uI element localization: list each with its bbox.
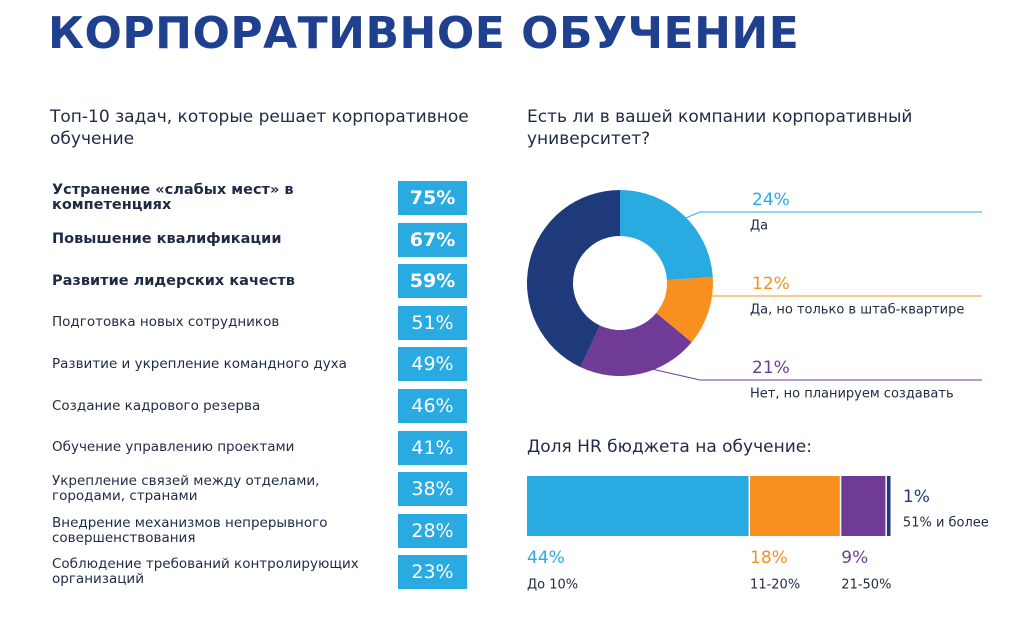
segment-label: 21-50% (841, 578, 891, 593)
slice-value: 12% (752, 274, 790, 294)
value-label: 46% (411, 395, 454, 417)
task-label: Подготовка новых сотрудников (52, 314, 280, 331)
slice-value: 21% (752, 358, 790, 378)
value-box: 28% (398, 513, 467, 548)
value-box: 23% (398, 555, 467, 590)
segment-value: 18% (750, 548, 788, 568)
segment-value: 1% (903, 487, 930, 507)
value-box: 59% (398, 264, 467, 299)
value-label: 38% (411, 478, 454, 501)
list-title: Топ-10 задач, которые решает корпоративн… (50, 107, 469, 149)
donut-title: Есть ли в вашей компании корпоративный у… (527, 107, 913, 149)
segment-value: 9% (841, 548, 868, 568)
value-label: 41% (411, 436, 454, 459)
value-label: 23% (411, 561, 454, 584)
donut-slice (656, 277, 713, 343)
value-label: 59% (409, 270, 456, 293)
value-box: 49% (398, 347, 467, 382)
segment-label: До 10% (527, 578, 578, 593)
slice-value: 24% (752, 190, 790, 210)
value-box: 46% (398, 389, 467, 423)
segment-label: 11-20% (750, 578, 800, 593)
value-label: 28% (411, 519, 454, 542)
value-label: 51% (411, 311, 454, 334)
task-label: Создание кадрового резерва (52, 397, 261, 414)
task-label: Укрепление связей между отделами, города… (52, 473, 320, 505)
task-label: Повышение квалификации (52, 231, 282, 248)
segment-label: 51% и более (903, 516, 989, 531)
budget-title: Доля HR бюджета на обучение: (527, 437, 812, 457)
slice-label: Да, но только в штаб-квартире (750, 303, 964, 318)
donut-slice (620, 190, 713, 281)
task-label: Обучение управлению проектами (52, 439, 295, 456)
value-box: 51% (398, 305, 467, 340)
slice-label: Нет, но планируем создавать (750, 387, 954, 402)
value-label: 67% (409, 228, 456, 251)
donut-slice (527, 190, 620, 368)
value-label: 49% (411, 353, 454, 376)
task-label: Устранение «слабых мест» в компетенциях (52, 182, 294, 213)
page-title: КОРПОРАТИВНОЕ ОБУЧЕНИЕ (48, 8, 800, 59)
value-label: 75% (409, 187, 456, 209)
budget-segment (750, 476, 840, 536)
task-label: Развитие лидерских качеств (52, 272, 295, 289)
leader-line (699, 295, 982, 310)
budget-segment (841, 476, 886, 536)
segment-value: 44% (527, 548, 565, 568)
leader-line (677, 211, 982, 222)
task-label: Развитие и укрепление командного духа (52, 355, 347, 372)
task-label: Соблюдение требований контролирующих орг… (52, 556, 359, 588)
value-box: 75% (398, 181, 467, 215)
task-label: Внедрение механизмов непрерывного соверш… (52, 514, 328, 546)
value-box: 41% (398, 430, 467, 465)
value-box: 67% (398, 222, 467, 257)
budget-segment (527, 476, 749, 536)
budget-segment (886, 476, 891, 536)
leader-line (638, 365, 982, 381)
slice-label: Да (750, 219, 768, 234)
value-box: 38% (398, 472, 467, 507)
donut-slice (580, 312, 692, 376)
